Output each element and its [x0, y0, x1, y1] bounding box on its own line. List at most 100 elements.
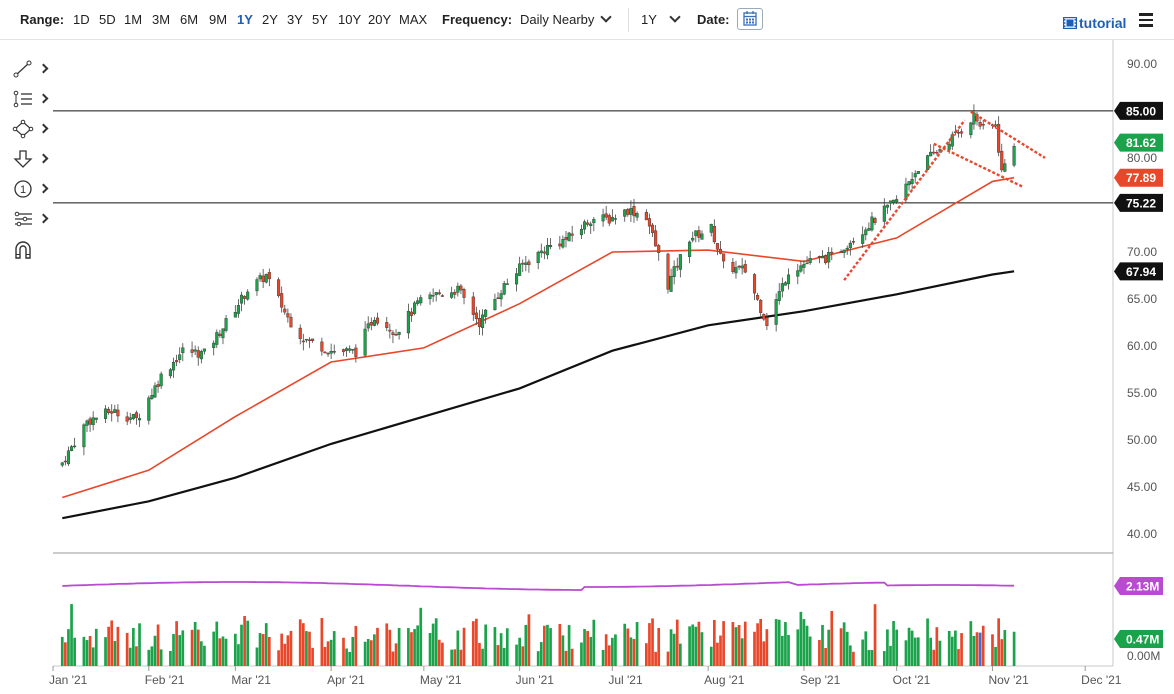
volume-bar [546, 624, 549, 666]
volume-bar [799, 611, 803, 666]
volume-bar [700, 632, 704, 666]
volume-bar [737, 625, 741, 666]
candle-body [372, 319, 376, 326]
volume-bar [691, 624, 695, 666]
trend-line-channel-upper[interactable] [970, 110, 1046, 159]
tool-shapes[interactable] [8, 117, 52, 141]
volume-bar [246, 620, 250, 666]
candle-body [1012, 145, 1016, 166]
candle-body [947, 144, 951, 150]
volume-bar [369, 640, 373, 666]
volume-bar [567, 625, 571, 666]
range-2y[interactable]: 2Y [262, 12, 278, 27]
volume-bar [740, 638, 744, 666]
volume-bar [929, 637, 933, 666]
trend-line-rising-trend[interactable] [843, 119, 966, 281]
tool-fibonacci[interactable] [8, 87, 52, 111]
frequency-select[interactable]: Daily Nearby [520, 11, 613, 28]
volume-bar [601, 649, 605, 666]
range-10y[interactable]: 10Y [338, 12, 362, 27]
volume-bar [611, 637, 614, 666]
trend-lines[interactable] [843, 110, 1046, 281]
range-1y[interactable]: 1Y [237, 12, 253, 27]
volume-bar [978, 632, 982, 666]
volume-bar [629, 637, 633, 666]
tool-line-draw[interactable] [8, 57, 52, 81]
range-20y[interactable]: 20Y [368, 12, 392, 27]
range-5y[interactable]: 5Y [312, 12, 328, 27]
volume-bar [651, 618, 654, 666]
candle-body [375, 317, 380, 324]
volume-bar [221, 636, 225, 666]
volume-bar [70, 604, 73, 666]
candle-body [484, 309, 488, 317]
candle-body [277, 279, 281, 296]
volume-bar [178, 635, 182, 666]
candle-body [137, 418, 142, 421]
ma200-line [62, 270, 1015, 520]
candle-body [505, 283, 509, 285]
range-3m[interactable]: 3M [152, 12, 171, 27]
volume-bar [376, 627, 379, 666]
badge-shape [1114, 193, 1163, 212]
tool-magnet[interactable] [8, 237, 52, 261]
period-select[interactable]: 1Y [641, 11, 681, 28]
range-max[interactable]: MAX [399, 12, 428, 27]
trend-line-channel-lower[interactable] [933, 142, 1024, 189]
tool-pattern[interactable] [8, 207, 52, 231]
volume-bar [478, 643, 481, 666]
volume-bar [722, 621, 725, 666]
candle-body [786, 274, 791, 285]
candle-body [409, 311, 414, 316]
tutorial-link[interactable]: tutorial [1062, 15, 1127, 31]
range-9m[interactable]: 9M [209, 12, 228, 27]
candle-body [830, 251, 834, 254]
candle-body [740, 265, 744, 269]
price-chart[interactable]: 90.0085.0080.0075.0070.0065.0060.0055.00… [0, 40, 1174, 694]
volume-bar [311, 647, 314, 666]
tutorial-label: tutorial [1079, 15, 1127, 31]
price-badge: 2.13M [1114, 577, 1163, 595]
candle-body [926, 155, 930, 171]
candle-body [539, 250, 543, 254]
range-1m[interactable]: 1M [124, 12, 143, 27]
volume-bar [957, 649, 960, 666]
range-5d[interactable]: 5D [99, 12, 116, 27]
candle-body [932, 151, 936, 154]
volume-bar [515, 644, 518, 666]
date-tick-label: Mar '21 [231, 673, 271, 687]
calendar-icon[interactable] [737, 8, 763, 30]
volume-bar [870, 650, 874, 666]
volume-bar [679, 643, 682, 666]
range-1d[interactable]: 1D [73, 12, 90, 27]
range-6m[interactable]: 6M [180, 12, 199, 27]
volume-bar [416, 625, 420, 666]
volume-bar [669, 629, 673, 666]
volume-bar [777, 619, 781, 666]
candle-body [805, 262, 809, 265]
volume-bar [308, 631, 311, 666]
volume-bar [505, 628, 509, 666]
candle-body [561, 239, 565, 248]
volume-bar [892, 621, 895, 666]
candle-body [215, 332, 219, 345]
hamburger-menu-icon[interactable] [1139, 13, 1153, 27]
tool-arrow[interactable] [8, 147, 52, 171]
candle-body [171, 362, 176, 371]
volume-bar [85, 640, 89, 666]
volume-bar [564, 650, 568, 666]
volume-bar [947, 631, 951, 666]
candle-body [913, 173, 917, 178]
price-tick-label: 65.00 [1127, 292, 1157, 306]
candle-body [694, 230, 698, 237]
volume-bar [558, 624, 562, 666]
tool-annotation[interactable]: 1 [8, 177, 52, 201]
volume-bar [561, 635, 565, 666]
volume-bar [845, 631, 849, 666]
candle-body [233, 312, 237, 318]
candle-body [456, 285, 460, 293]
range-3y[interactable]: 3Y [287, 12, 303, 27]
candle-body [650, 224, 655, 233]
volume-bar [73, 637, 76, 666]
candle-body [592, 219, 596, 224]
